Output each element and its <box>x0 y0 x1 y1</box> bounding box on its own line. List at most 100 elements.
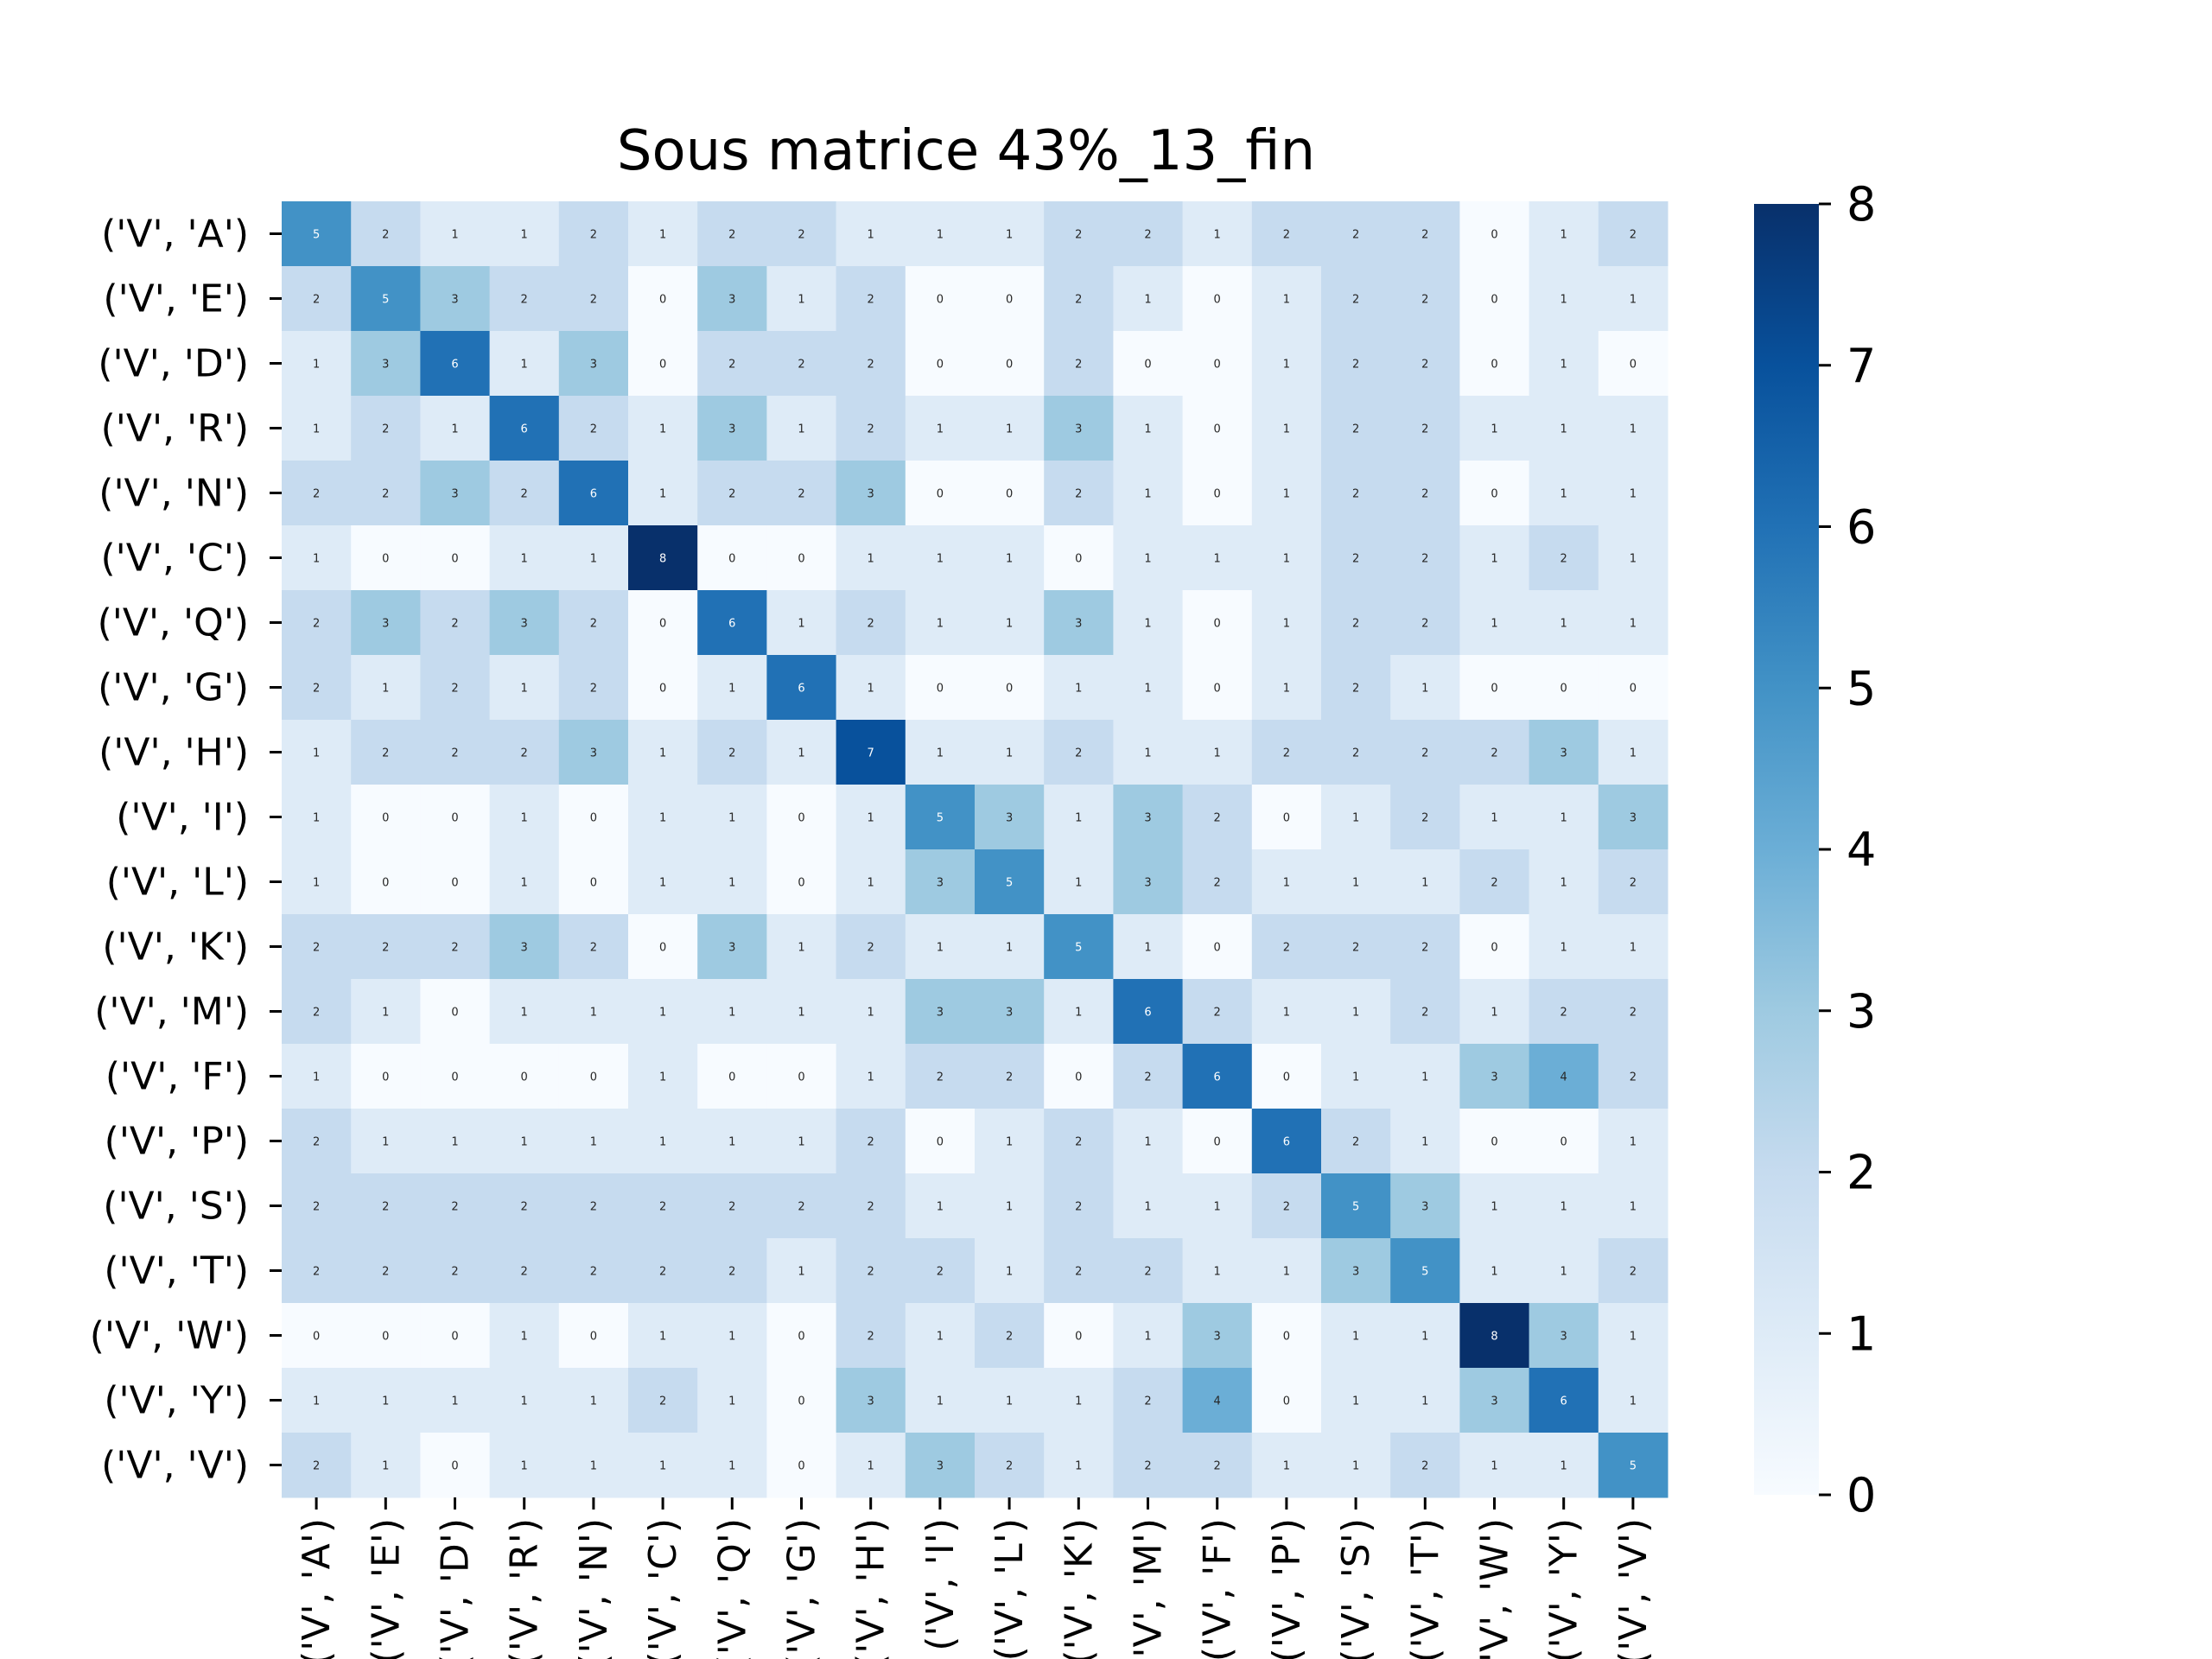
cell-value-label: 0 <box>1491 1136 1497 1149</box>
cell-value-label: 1 <box>937 1201 944 1214</box>
cell-value-label: 1 <box>1630 423 1637 436</box>
cell-value-label: 1 <box>1283 359 1290 372</box>
cell-value-label: 0 <box>798 1395 804 1408</box>
heatmap-cell <box>1321 201 1391 267</box>
cell-value-label: 3 <box>590 359 597 372</box>
cell-value-label: 2 <box>728 1266 735 1279</box>
heatmap-cell <box>628 849 698 915</box>
heatmap-cell <box>1459 1238 1530 1304</box>
heatmap-cell <box>697 655 767 721</box>
cell-value-label: 8 <box>1491 1331 1497 1344</box>
heatmap-cell <box>628 201 698 267</box>
heatmap-cell <box>1321 1433 1391 1498</box>
heatmap-cell <box>1044 1238 1114 1304</box>
cell-value-label: 1 <box>1352 812 1359 825</box>
cell-value-label: 1 <box>1006 1266 1013 1279</box>
cell-value-label: 1 <box>1283 1007 1290 1020</box>
cell-value-label: 0 <box>937 1136 944 1149</box>
heatmap-cell <box>558 785 629 850</box>
cell-value-label: 2 <box>590 942 597 955</box>
cell-value-label: 1 <box>313 1395 320 1408</box>
heatmap-cell <box>1459 396 1530 461</box>
cell-value-label: 0 <box>1214 683 1221 696</box>
heatmap-cell <box>558 461 629 526</box>
cell-value-label: 3 <box>1491 1395 1497 1408</box>
colorbar-tick-label: 3 <box>1847 984 1876 1039</box>
heatmap-cell <box>836 655 906 721</box>
heatmap-cell <box>282 1303 352 1369</box>
heatmap-cell <box>1459 1433 1530 1498</box>
heatmap-cell <box>836 1173 906 1239</box>
heatmap-cell <box>558 1368 629 1433</box>
cell-value-label: 2 <box>1421 812 1428 825</box>
cell-value-label: 2 <box>868 1266 874 1279</box>
cell-value-label: 1 <box>1006 1201 1013 1214</box>
heatmap-cell <box>766 720 837 785</box>
cell-value-label: 2 <box>382 1266 389 1279</box>
cell-value-label: 1 <box>728 683 735 696</box>
colorbar-tick-label: 8 <box>1847 177 1876 232</box>
colorbar-tick-label: 0 <box>1847 1468 1876 1522</box>
heatmap-cell <box>628 590 698 656</box>
x-tick-label: ('V', 'I') <box>918 1518 963 1651</box>
heatmap-cell <box>1251 590 1322 656</box>
heatmap-cell <box>975 396 1045 461</box>
cell-value-label: 0 <box>937 359 944 372</box>
cell-value-label: 1 <box>590 1136 597 1149</box>
cell-value-label: 0 <box>1214 423 1221 436</box>
heatmap-cell <box>766 1368 837 1433</box>
heatmap-cell <box>1529 785 1599 850</box>
heatmap-cell <box>697 396 767 461</box>
y-tick-label: ('V', 'R') <box>101 407 249 451</box>
cell-value-label: 2 <box>798 229 804 242</box>
heatmap-cell <box>836 461 906 526</box>
heatmap-cell <box>1321 525 1391 591</box>
cell-value-label: 1 <box>1144 1331 1151 1344</box>
heatmap-cell <box>905 461 976 526</box>
heatmap-cell <box>697 720 767 785</box>
heatmap-cell <box>558 1173 629 1239</box>
cell-value-label: 1 <box>313 812 320 825</box>
heatmap-cell <box>558 979 629 1045</box>
heatmap-cell <box>1044 1303 1114 1369</box>
heatmap-cell <box>1251 201 1322 267</box>
heatmap-cell <box>628 914 698 980</box>
cell-value-label: 1 <box>937 1395 944 1408</box>
heatmap-cell <box>1598 1303 1669 1369</box>
heatmap-cell <box>558 1433 629 1498</box>
cell-value-label: 2 <box>1075 1201 1082 1214</box>
cell-value-label: 0 <box>937 683 944 696</box>
cell-value-label: 0 <box>728 553 735 566</box>
heatmap-cell <box>628 785 698 850</box>
cell-value-label: 2 <box>313 294 320 307</box>
heatmap-cell <box>1182 1173 1253 1239</box>
cell-value-label: 1 <box>1560 294 1567 307</box>
heatmap-cell <box>836 201 906 267</box>
cell-value-label: 2 <box>1283 229 1290 242</box>
heatmap-cell <box>628 525 698 591</box>
heatmap-cell <box>282 396 352 461</box>
cell-value-label: 1 <box>1421 683 1428 696</box>
cell-value-label: 1 <box>1075 1460 1082 1473</box>
y-tick-label: ('V', 'V') <box>101 1444 249 1488</box>
heatmap-cell <box>558 396 629 461</box>
cell-value-label: 2 <box>1421 488 1428 501</box>
heatmap-cell <box>975 655 1045 721</box>
heatmap-cell <box>351 1173 421 1239</box>
cell-value-label: 3 <box>1006 812 1013 825</box>
cell-value-label: 0 <box>451 812 458 825</box>
cell-value-label: 1 <box>1352 877 1359 890</box>
heatmap-cell <box>351 1109 421 1174</box>
cell-value-label: 2 <box>1283 1201 1290 1214</box>
cell-value-label: 6 <box>728 618 735 631</box>
heatmap-cell <box>1251 266 1322 332</box>
cell-value-label: 2 <box>382 942 389 955</box>
cell-value-label: 1 <box>937 423 944 436</box>
heatmap-cell <box>558 266 629 332</box>
x-tick-label: ('V', 'A') <box>295 1518 339 1659</box>
cell-value-label: 0 <box>1491 488 1497 501</box>
cell-value-label: 1 <box>1283 488 1290 501</box>
colorbar-tick-label: 1 <box>1847 1306 1876 1361</box>
cell-value-label: 1 <box>1006 229 1013 242</box>
heatmap-cell <box>1113 1303 1184 1369</box>
